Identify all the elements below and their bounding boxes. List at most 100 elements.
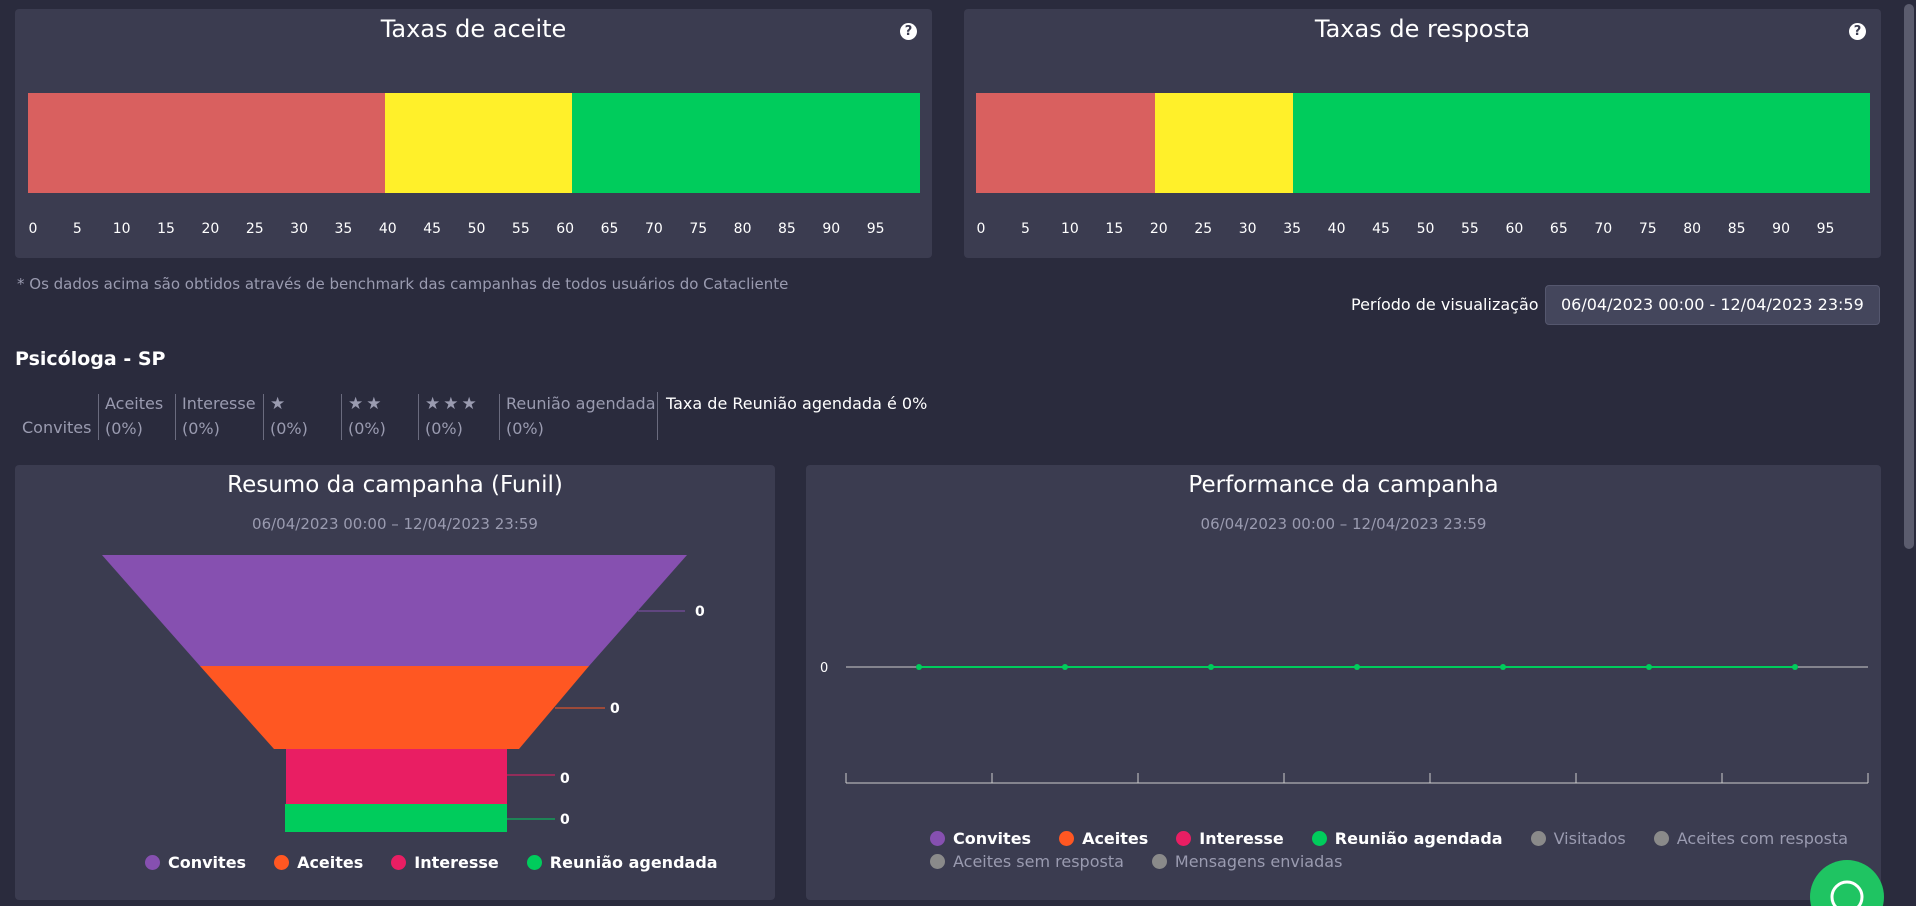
- data-point[interactable]: [1646, 664, 1652, 670]
- data-point[interactable]: [916, 664, 922, 670]
- accept-rates-panel: Taxas de aceite ? 0 5 10 15 20 25 30 35 40 45 50 55…: [15, 9, 932, 258]
- scrollbar[interactable]: [1902, 0, 1916, 906]
- legend-item[interactable]: Aceites sem resposta: [930, 852, 1124, 871]
- funnel-value-label: 0: [695, 604, 705, 620]
- tick-label: 85: [1727, 221, 1746, 237]
- legend-item[interactable]: Convites: [930, 829, 1031, 848]
- accept-rates-title: Taxas de aceite: [380, 15, 567, 43]
- tick-label: 60: [556, 221, 575, 237]
- convites-label: Convites: [22, 418, 92, 437]
- rate-segment: [384, 93, 573, 193]
- funnel-value-label: 0: [560, 771, 570, 787]
- data-point[interactable]: [1354, 664, 1360, 670]
- legend-item[interactable]: Aceites: [274, 853, 363, 872]
- star-icon: ★: [348, 394, 364, 414]
- stats-value: (0%): [182, 419, 220, 438]
- legend-item[interactable]: Reunião agendada: [1311, 829, 1503, 848]
- legend-item[interactable]: Interesse: [391, 853, 499, 872]
- tick-label: 10: [1060, 221, 1079, 237]
- data-point[interactable]: [1792, 664, 1798, 670]
- tick-label: 20: [201, 221, 220, 237]
- star-rating: ★ ★: [348, 394, 385, 414]
- legend-label: Interesse: [414, 853, 499, 872]
- stats-column: Reunião agendada (0%): [499, 394, 656, 440]
- tick-label: 70: [644, 221, 663, 237]
- rate-segment: [1293, 93, 1870, 193]
- funnel-subtitle: 06/04/2023 00:00 – 12/04/2023 23:59: [252, 515, 538, 533]
- legend-dot-icon: [930, 831, 945, 846]
- scrollbar-thumb[interactable]: [1904, 4, 1914, 549]
- star-rating: ★ ★ ★: [425, 394, 480, 414]
- legend-item[interactable]: Reunião agendada: [526, 853, 718, 872]
- tick-label: 65: [600, 221, 619, 237]
- performance-panel: Performance da campanha 06/04/2023 00:00…: [806, 465, 1881, 900]
- tick-label: 30: [290, 221, 309, 237]
- tick-label: 65: [1549, 221, 1568, 237]
- tick-label: 50: [467, 221, 486, 237]
- tick-label: 70: [1594, 221, 1613, 237]
- legend-label: Aceites com resposta: [1676, 829, 1849, 848]
- tick-label: 75: [689, 221, 708, 237]
- legend-dot-icon: [1653, 831, 1669, 846]
- performance-legend-row-1: Convites Aceites Interesse Reunião agendada…: [930, 829, 1876, 848]
- funnel-segment-aceites[interactable]: [200, 666, 589, 749]
- stats-label: Reunião agendada: [506, 394, 656, 413]
- legend-dot-icon: [1059, 831, 1075, 846]
- rate-segment: [976, 93, 1155, 193]
- tick-label: 60: [1505, 221, 1524, 237]
- legend-dot-icon: [274, 855, 290, 870]
- legend-item[interactable]: Aceites: [1059, 829, 1148, 848]
- legend-label: Convites: [168, 853, 247, 872]
- legend-label: Aceites sem resposta: [953, 852, 1124, 871]
- response-rates-ticks: 0 5 10 15 20 25 30 35 40 45 50 55 60 65 70 75 80 85 90 95: [977, 221, 1875, 241]
- tick-label: 25: [1194, 221, 1213, 237]
- campaign-name: Psicóloga - SP: [15, 348, 166, 370]
- funnel-segment-interesse[interactable]: [286, 749, 507, 804]
- tick-label: 80: [733, 221, 752, 237]
- tick-label: 85: [778, 221, 796, 237]
- legend-item[interactable]: Mensagens enviadas: [1151, 852, 1342, 871]
- star-icon: ★: [443, 394, 459, 414]
- question-icon[interactable]: ?: [1849, 23, 1866, 40]
- response-rates-panel: Taxas de resposta ? 0 5 10 15 20 25 30 35 40 45 50…: [964, 9, 1881, 258]
- stats-divider: [657, 392, 658, 440]
- legend-item[interactable]: Aceites com resposta: [1653, 829, 1849, 848]
- stats-label: Aceites: [105, 394, 164, 413]
- tick-label: 5: [72, 221, 82, 237]
- legend-dot-icon: [526, 855, 542, 870]
- tick-label: 0: [976, 221, 986, 237]
- response-rates-bar: [976, 93, 1870, 193]
- legend-label: Convites: [953, 829, 1032, 848]
- legend-item[interactable]: Visitados: [1530, 829, 1626, 848]
- data-point[interactable]: [1062, 664, 1068, 670]
- benchmark-note: * Os dados acima são obtidos através de …: [17, 275, 789, 293]
- tick-label: 0: [28, 221, 38, 237]
- funnel-segment-convites[interactable]: [102, 555, 687, 666]
- stats-column: ★ ★ (0%): [341, 394, 386, 440]
- stats-value: (0%): [425, 419, 463, 438]
- legend-label: Aceites: [1082, 829, 1149, 848]
- legend-dot-icon: [391, 855, 407, 870]
- data-point[interactable]: [1500, 664, 1506, 670]
- performance-subtitle: 06/04/2023 00:00 – 12/04/2023 23:59: [1200, 515, 1487, 533]
- funnel-value-label: 0: [560, 812, 570, 828]
- tick-label: 90: [1772, 221, 1791, 237]
- legend-item[interactable]: Interesse: [1176, 829, 1284, 848]
- legend-label: Interesse: [1199, 829, 1284, 848]
- rate-segment: [572, 93, 920, 193]
- response-rates-title: Taxas de resposta: [1314, 15, 1531, 43]
- data-point[interactable]: [1208, 664, 1214, 670]
- funnel-title: Resumo da campanha (Funil): [227, 472, 563, 498]
- legend-item[interactable]: Convites: [145, 853, 246, 872]
- period-label: Período de visualização: [1351, 295, 1539, 314]
- question-icon[interactable]: ?: [900, 23, 917, 40]
- funnel-segment-reunião-agendada[interactable]: [285, 804, 507, 832]
- period-input[interactable]: 06/04/2023 00:00 - 12/04/2023 23:59: [1545, 285, 1880, 325]
- stats-label: Interesse: [182, 394, 256, 413]
- whatsapp-icon[interactable]: [1810, 860, 1884, 906]
- legend-dot-icon: [1176, 831, 1192, 846]
- accept-rates-bar: [28, 93, 920, 193]
- stats-value: (0%): [270, 419, 308, 438]
- tick-label: 45: [1372, 221, 1390, 237]
- performance-title: Performance da campanha: [1188, 472, 1499, 498]
